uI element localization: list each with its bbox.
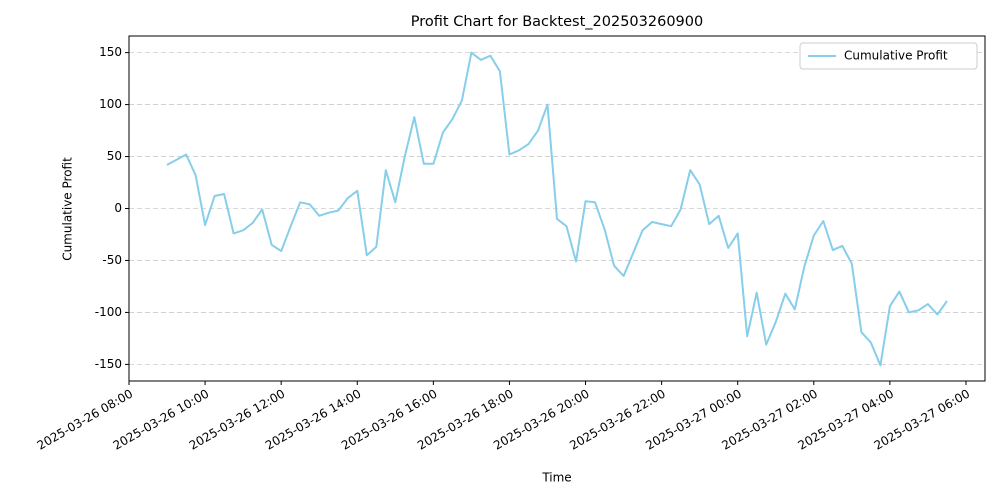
plot-frame (128, 35, 986, 382)
y-tick-label: 150 (99, 45, 122, 59)
legend-label: Cumulative Profit (844, 49, 948, 63)
y-tick-label: 50 (107, 149, 122, 163)
legend: Cumulative Profit (799, 42, 978, 70)
y-axis-label: Cumulative Profit (61, 157, 75, 261)
y-tick-label: 100 (99, 97, 122, 111)
y-tick-label: -50 (102, 253, 122, 267)
y-tick-label: 0 (114, 201, 122, 215)
y-tick-label: -100 (95, 305, 122, 319)
legend-box (799, 42, 978, 70)
data-line (166, 51, 948, 367)
chart-title: Profit Chart for Backtest_202503260900 (411, 14, 703, 30)
x-axis-label: Time (541, 471, 571, 485)
y-tick-label: -150 (95, 357, 122, 371)
